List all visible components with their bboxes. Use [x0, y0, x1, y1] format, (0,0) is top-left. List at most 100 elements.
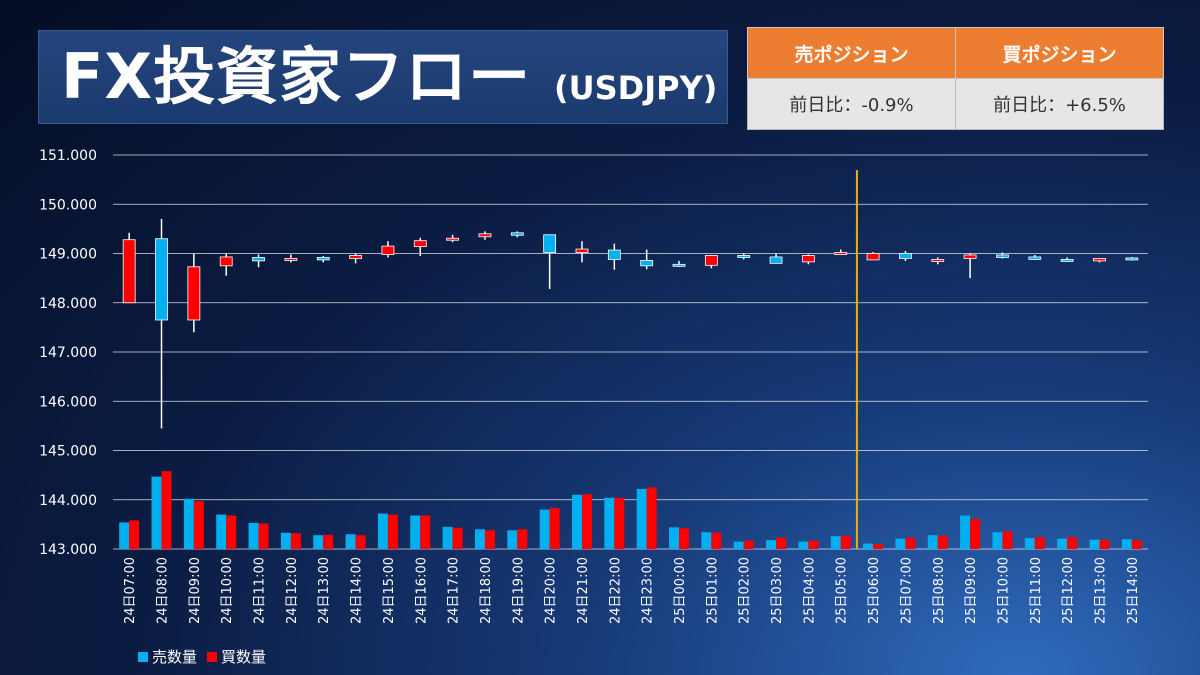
x-tick-label: 24日22:00	[608, 557, 623, 624]
candle-body	[316, 257, 330, 261]
buy-volume-bar	[873, 544, 884, 549]
candle-body	[122, 239, 136, 304]
buy-volume-bar	[1034, 537, 1045, 549]
buy-volume-bar	[1067, 537, 1078, 549]
candle-body	[801, 255, 815, 263]
buy-volume-bar	[840, 535, 851, 549]
sell-volume-bar	[377, 513, 388, 549]
x-tick-label: 24日20:00	[544, 557, 559, 624]
buy-volume-bar	[679, 528, 690, 549]
x-tick-label: 24日15:00	[382, 557, 397, 624]
candle-body	[866, 253, 880, 261]
buy-volume-bar	[937, 535, 948, 549]
sell-volume-bar	[636, 488, 647, 549]
x-tick-label: 25日09:00	[964, 557, 979, 624]
sell-volume-bar	[1024, 538, 1035, 549]
buy-volume-bar	[161, 471, 172, 549]
buy-volume-bar	[452, 527, 463, 549]
sell-volume-bar	[280, 532, 291, 549]
buy-volume-bar	[258, 523, 269, 549]
buy-volume-bar	[970, 518, 981, 549]
x-tick-label: 25日08:00	[932, 557, 947, 624]
sell-volume-bar	[442, 526, 453, 549]
candle-body	[640, 259, 654, 267]
title-banner: FX投資家フロー (USDJPY)	[38, 30, 728, 124]
x-tick-label: 25日01:00	[705, 557, 720, 624]
buy-volume-bar	[808, 540, 819, 549]
candle-body	[672, 263, 686, 267]
buy-volume-bar	[581, 494, 592, 549]
x-tick-label: 25日02:00	[738, 557, 753, 624]
sell-volume-bar	[960, 515, 971, 549]
x-tick-label: 24日10:00	[220, 557, 235, 624]
sell-volume-bar	[669, 527, 680, 549]
sell-volume-bar	[604, 497, 615, 549]
x-tick-label: 25日10:00	[996, 557, 1011, 624]
buy-volume-bar	[517, 529, 528, 549]
page-title: FX投資家フロー	[61, 40, 532, 113]
y-tick-label: 147.000	[39, 345, 97, 361]
buy-volume-bar	[290, 533, 301, 549]
chart-legend: 売数量 買数量	[138, 646, 266, 667]
buy-volume-bar	[1131, 540, 1142, 549]
x-tick-label: 24日19:00	[511, 557, 526, 624]
x-tick-label: 25日11:00	[1029, 557, 1044, 624]
sell-volume-bar	[1121, 539, 1132, 549]
buy-volume-bar	[743, 540, 754, 549]
x-tick-label: 24日07:00	[123, 557, 138, 624]
candle-body	[413, 240, 427, 248]
sell-volume-bar	[119, 522, 130, 549]
buy-volume-bar	[484, 530, 495, 549]
candle-body	[607, 249, 621, 260]
buy-volume-bar	[355, 535, 366, 549]
buy-volume-bar	[226, 515, 237, 549]
x-tick-label: 24日08:00	[156, 557, 171, 624]
x-tick-label: 24日17:00	[447, 557, 462, 624]
candle-body	[737, 255, 751, 258]
sell-volume-bar	[895, 538, 906, 549]
sell-volume-bar	[863, 543, 874, 549]
x-tick-label: 25日13:00	[1093, 557, 1108, 624]
sell-volume-bar	[571, 494, 582, 549]
y-tick-label: 144.000	[39, 493, 97, 509]
buy-volume-bar	[129, 520, 140, 549]
candle-body	[155, 238, 168, 321]
candle-body	[834, 252, 848, 255]
x-tick-label: 24日13:00	[317, 557, 332, 624]
x-tick-label: 25日04:00	[802, 557, 817, 624]
candle-body	[575, 248, 589, 253]
candle-body	[1125, 257, 1139, 261]
sell-volume-bar	[248, 522, 259, 549]
sell-volume-bar	[733, 541, 744, 549]
buy-volume-bar	[614, 497, 625, 549]
sell-position-change: 前日比：-0.9%	[747, 78, 956, 130]
candle-body	[381, 245, 395, 255]
candle-body	[963, 254, 977, 259]
y-tick-label: 146.000	[39, 394, 97, 410]
candle-body	[996, 254, 1009, 258]
x-tick-label: 25日05:00	[835, 557, 850, 624]
x-tick-label: 25日14:00	[1126, 557, 1141, 624]
sell-volume-bar	[1057, 538, 1068, 549]
buy-volume-bar	[1002, 531, 1013, 549]
candle-body	[510, 232, 524, 236]
y-tick-label: 148.000	[39, 296, 97, 312]
candle-body	[1028, 256, 1042, 260]
candle-body	[1093, 258, 1106, 262]
candle-body	[704, 255, 718, 266]
sell-volume-bar	[1089, 539, 1100, 549]
candle-body	[899, 253, 912, 259]
y-tick-label: 149.000	[39, 247, 97, 263]
sell-volume-bar	[539, 509, 550, 549]
buy-volume-bar	[323, 534, 334, 549]
y-tick-label: 150.000	[39, 197, 97, 213]
position-table: 売ポジション 買ポジション 前日比：-0.9% 前日比：+6.5%	[747, 27, 1164, 130]
buy-volume-bar	[711, 532, 722, 549]
buy-volume-bar	[193, 501, 204, 549]
sell-position-header: 売ポジション	[747, 27, 956, 79]
x-tick-label: 24日18:00	[479, 557, 494, 624]
candle-body	[446, 237, 460, 241]
sell-legend-swatch	[138, 651, 148, 662]
x-tick-label: 25日07:00	[899, 557, 914, 624]
